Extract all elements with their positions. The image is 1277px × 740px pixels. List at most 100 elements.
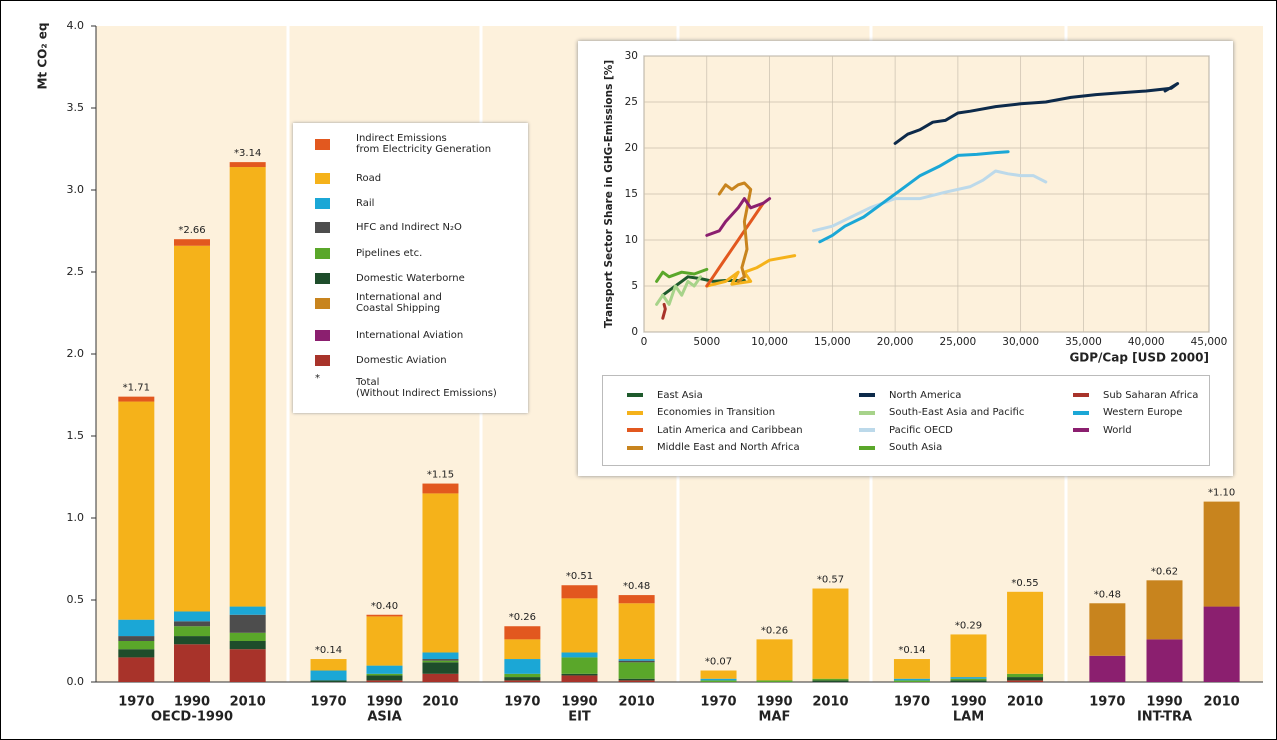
legend-label: Domestic Aviation <box>356 354 447 366</box>
legend-swatch <box>859 410 875 415</box>
bar-segment <box>1146 580 1183 640</box>
legend-label: East Asia <box>657 389 703 401</box>
year-label: 2010 <box>619 695 655 710</box>
bar-segment <box>812 588 849 679</box>
legend-swatch <box>627 428 643 432</box>
legend-swatch <box>1073 393 1089 397</box>
legend-swatch <box>1073 428 1089 432</box>
legend-item: Economies in Transition <box>627 406 775 420</box>
bar-segment <box>1007 677 1044 681</box>
bar-segment <box>422 493 459 653</box>
bar-segment <box>118 649 155 658</box>
bar-segment <box>618 660 655 663</box>
legend-label: World <box>1103 424 1132 436</box>
year-label: 1990 <box>561 695 597 710</box>
bar-segment <box>174 621 210 627</box>
year-label: 2010 <box>422 695 458 710</box>
year-label: 2010 <box>812 695 848 710</box>
y-tick-label: 2.5 <box>67 265 85 278</box>
bar-segment <box>504 639 541 660</box>
legend-item: Sub Saharan Africa <box>1073 388 1198 402</box>
legend-swatch <box>859 393 875 397</box>
bar-segment <box>618 659 655 661</box>
bar-segment <box>229 632 266 641</box>
total-label: *1.10 <box>1208 488 1235 499</box>
bar-segment <box>118 619 155 637</box>
legend-item: Domestic Aviation <box>315 349 447 371</box>
legend-item: Latin America and Caribbean <box>627 423 803 437</box>
bar-segment <box>950 634 987 678</box>
legend-swatch <box>1073 410 1089 415</box>
y-tick-label: 3.0 <box>67 183 85 196</box>
bar-segment <box>561 585 598 599</box>
legend-label: Middle East and North Africa <box>657 442 800 453</box>
total-label: *0.14 <box>898 645 925 656</box>
year-label: 1970 <box>504 695 540 710</box>
legend-item: Pacific OECD <box>859 423 953 437</box>
total-label: *0.07 <box>705 657 732 668</box>
bar-segment <box>504 673 541 678</box>
group-label: LAM <box>953 710 984 725</box>
group-label: ASIA <box>367 710 401 725</box>
year-label: 2010 <box>230 695 266 710</box>
legend-label: Sub Saharan Africa <box>1103 389 1199 401</box>
year-label: 1970 <box>894 695 930 710</box>
legend-label: Western Europe <box>1103 407 1183 418</box>
year-label: 1990 <box>366 695 402 710</box>
group-label: INT-TRA <box>1137 710 1192 725</box>
bar-segment <box>561 673 598 676</box>
bar-segment <box>174 626 210 637</box>
year-label: 1970 <box>310 695 346 710</box>
bar-segment <box>1146 639 1183 682</box>
legend-symbol: * <box>315 373 320 384</box>
legend-swatch <box>315 247 330 259</box>
year-label: 1990 <box>1146 695 1182 710</box>
legend-label: International and Coastal Shipping <box>356 292 442 314</box>
bar-segment <box>366 614 403 617</box>
legend-item: HFC and Indirect N₂O <box>315 216 462 238</box>
y-tick-label: 0.5 <box>67 593 85 606</box>
legend-label: Pacific OECD <box>889 424 953 436</box>
legend-swatch <box>315 138 330 150</box>
legend-item: Domestic Waterborne <box>315 267 465 289</box>
bar-segment <box>118 641 155 650</box>
bar-segment <box>893 680 930 682</box>
total-label: *0.57 <box>817 575 844 586</box>
bar-segment <box>504 677 541 681</box>
year-label: 2010 <box>1204 695 1240 710</box>
bar-segment <box>174 636 210 645</box>
legend-label: Latin America and Caribbean <box>657 424 803 436</box>
y-tick-label: 0.0 <box>67 675 85 688</box>
bar-segment <box>1007 591 1044 674</box>
bar-segment <box>700 680 737 682</box>
legend-label: HFC and Indirect N₂O <box>356 221 462 233</box>
total-label: *1.15 <box>427 470 454 481</box>
year-label: 2010 <box>1007 695 1043 710</box>
legend-swatch <box>315 272 330 284</box>
legend-swatch <box>627 445 643 450</box>
legend-swatch <box>315 329 330 341</box>
total-label: *0.40 <box>371 601 398 612</box>
year-label: 1990 <box>756 695 792 710</box>
legend-label: Domestic Waterborne <box>356 272 465 284</box>
bar-segment <box>618 603 655 660</box>
legend-label: South Asia <box>889 442 943 453</box>
group-label: OECD-1990 <box>151 710 233 725</box>
bar-segment <box>118 401 155 620</box>
legend-label: Indirect Emissions from Electricity Gene… <box>356 133 492 155</box>
legend-label: Total (Without Indirect Emissions) <box>356 377 497 399</box>
bar-segment <box>618 595 655 604</box>
bar-segment <box>229 649 266 682</box>
total-label: *0.62 <box>1151 566 1178 577</box>
year-label: 1970 <box>118 695 154 710</box>
bar-segment <box>950 677 987 679</box>
total-label: *0.26 <box>509 612 536 623</box>
legend-item: Indirect Emissions from Electricity Gene… <box>315 133 491 155</box>
legend: Indirect Emissions from Electricity Gene… <box>293 123 528 413</box>
y-tick-label: 2.0 <box>67 347 85 360</box>
bar-segment <box>118 396 155 402</box>
bar-segment <box>229 641 266 650</box>
bar-segment <box>504 680 541 682</box>
legend-swatch <box>859 445 875 450</box>
